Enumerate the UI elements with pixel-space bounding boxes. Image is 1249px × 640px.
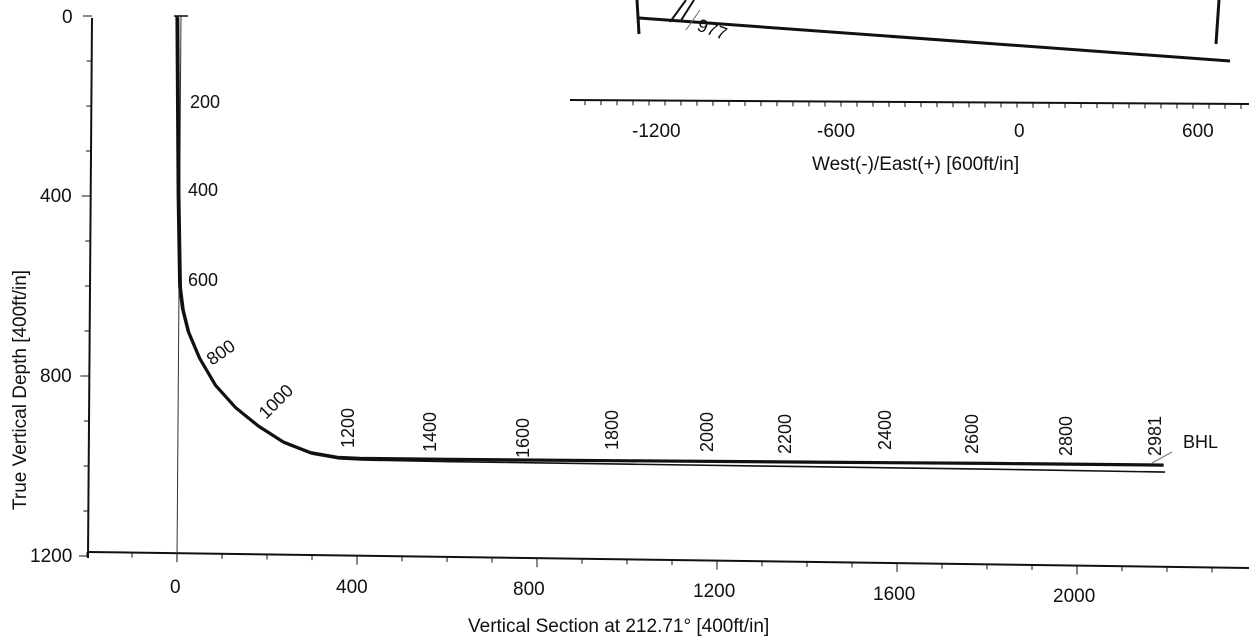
y-tick-label-400: 400: [40, 186, 72, 207]
x-tick-label-800: 800: [513, 579, 545, 600]
md-label-1200: 1200: [338, 408, 358, 448]
md-label-1800: 1800: [602, 410, 622, 450]
inset-plan-view: 977 -1200 -600 0 600 West(-)/East(+) [60…: [569, 0, 1249, 175]
md-label-2981: 2981: [1145, 416, 1165, 456]
inset-tick-label-neg600: -600: [817, 121, 855, 142]
inset-well-path: [638, 16, 1231, 63]
x-tick-label-1600: 1600: [873, 584, 915, 605]
inset-hatch-1: [669, 0, 687, 23]
x-axis-line: [87, 551, 1249, 569]
x-tick-label-2000: 2000: [1053, 586, 1095, 607]
y-tick-label-800: 800: [40, 366, 72, 387]
main-axes: 0 400 800 1200 0 400 800 1200 1600 2000 …: [10, 7, 1249, 637]
md-label-2800: 2800: [1056, 416, 1076, 456]
inset-minor-ticks: [584, 100, 1242, 109]
md-label-800: 800: [203, 336, 239, 370]
y-axis-line: [87, 17, 93, 559]
y-minor-ticks: [79, 15, 92, 557]
inset-tick-label-0: 0: [1014, 121, 1025, 142]
md-label-1000: 1000: [255, 380, 297, 422]
x-axis-title: Vertical Section at 212.71° [400ft/in]: [468, 616, 769, 637]
well-path-offset-line: [177, 17, 1166, 473]
md-label-2400: 2400: [875, 410, 895, 450]
inset-tick-label-600: 600: [1182, 121, 1214, 142]
md-label-400: 400: [188, 180, 218, 200]
y-tick-label-0: 0: [62, 7, 73, 28]
y-axis-title: True Vertical Depth [400ft/in]: [10, 270, 31, 510]
x-tick-label-400: 400: [336, 577, 368, 598]
bhl-pointer: [1151, 451, 1173, 464]
inset-x-axis-title: West(-)/East(+) [600ft/in]: [812, 154, 1019, 175]
x-tick-label-0: 0: [170, 577, 181, 598]
inset-left-boundary: [635, 0, 641, 35]
x-tick-label-1200: 1200: [693, 581, 735, 602]
md-label-2600: 2600: [962, 414, 982, 454]
md-labels: 200 400 600 800 1000 1200 1400 1600 1800…: [188, 92, 1165, 458]
inset-hatch-2: [679, 0, 695, 23]
y-tick-label-1200: 1200: [30, 546, 72, 567]
md-label-2000: 2000: [697, 412, 717, 452]
md-label-2200: 2200: [775, 414, 795, 454]
md-label-1400: 1400: [420, 412, 440, 452]
md-label-600: 600: [188, 270, 218, 290]
inset-x-axis: [569, 99, 1249, 105]
bhl-label: BHL: [1183, 432, 1218, 452]
inset-right-boundary: [1214, 0, 1221, 45]
inset-tick-label-neg1200: -1200: [632, 121, 681, 142]
inset-md-label: 977: [695, 15, 730, 44]
inset-pointer: [685, 9, 701, 31]
md-label-200: 200: [190, 92, 220, 112]
well-path-line: [175, 15, 1164, 467]
x-minor-ticks: [86, 551, 1213, 575]
md-label-1600: 1600: [513, 418, 533, 458]
